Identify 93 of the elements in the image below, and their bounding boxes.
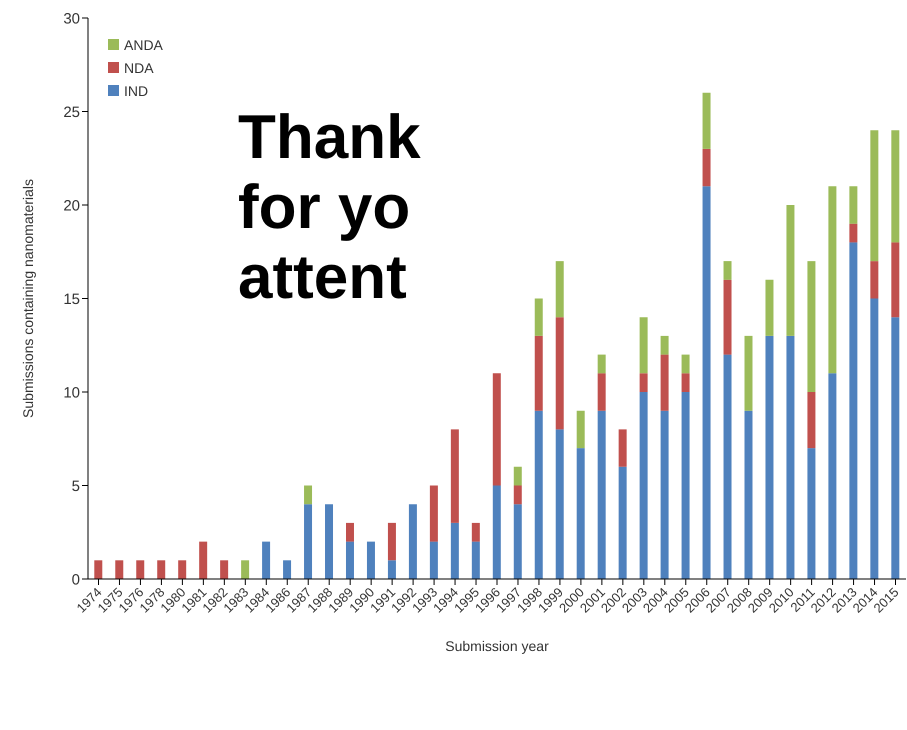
bar [744, 410, 752, 579]
bar [870, 130, 878, 262]
bar [724, 261, 732, 280]
bar [828, 186, 836, 374]
bar [283, 560, 292, 579]
bar [891, 317, 900, 579]
bar [660, 336, 669, 355]
bar [199, 542, 208, 579]
bar [576, 410, 585, 448]
bar [556, 317, 564, 430]
bar [408, 504, 417, 579]
y-tick-label: 5 [72, 478, 80, 495]
bar [304, 504, 312, 579]
bar [534, 298, 543, 336]
bar [682, 354, 690, 374]
bar [492, 373, 501, 486]
legend-label: ANDA [124, 36, 163, 52]
bar [94, 560, 102, 579]
bar [849, 224, 858, 242]
bar [660, 354, 669, 411]
bar [598, 410, 606, 579]
bar [828, 373, 836, 579]
bar [702, 148, 711, 186]
x-axis-title: Submission year [445, 638, 550, 654]
bar [640, 392, 648, 579]
bar [556, 261, 564, 318]
legend-label: NDA [124, 60, 154, 76]
bar [724, 354, 732, 579]
bar [388, 522, 396, 560]
y-axis-title: Submissions containing nanomaterials [20, 179, 36, 418]
bar [262, 542, 270, 579]
y-tick-label: 0 [72, 571, 80, 588]
bar [618, 466, 627, 579]
bar [849, 186, 858, 224]
y-tick-label: 15 [63, 290, 80, 308]
bar [514, 466, 522, 486]
bar [366, 542, 375, 579]
bar [786, 336, 794, 579]
bar [724, 280, 732, 355]
bar [157, 560, 166, 579]
bar [682, 392, 690, 579]
bar [136, 560, 144, 579]
bar [807, 392, 816, 448]
y-tick-label: 30 [63, 10, 80, 28]
bar [765, 336, 774, 579]
bar [430, 542, 438, 579]
bar [807, 448, 816, 579]
bar [472, 542, 480, 579]
bar [702, 186, 711, 579]
bar [556, 429, 564, 579]
bar [598, 354, 606, 374]
y-tick-label: 25 [63, 104, 80, 121]
bar [450, 522, 459, 579]
y-tick-label: 20 [63, 197, 80, 214]
legend-label: IND [124, 82, 148, 98]
y-tick-label: 10 [63, 384, 80, 402]
bar [115, 560, 124, 579]
bar [640, 373, 648, 392]
bar [598, 373, 606, 411]
bar [744, 336, 752, 411]
bar [807, 261, 816, 392]
bar [514, 504, 522, 579]
bar [660, 410, 669, 579]
bar [514, 486, 522, 504]
bar [534, 410, 543, 579]
bar [682, 373, 690, 392]
bar [472, 522, 480, 542]
bar [891, 242, 900, 318]
bar [786, 205, 794, 336]
bar [325, 504, 334, 579]
bar [346, 522, 354, 542]
annotation: Thank [238, 103, 422, 172]
bar [220, 560, 228, 579]
bar [870, 261, 878, 298]
bar [534, 336, 543, 411]
bar [870, 298, 878, 579]
annotation: for yo [238, 173, 410, 242]
bar [891, 130, 900, 242]
bar [388, 560, 396, 579]
bar [576, 448, 585, 579]
bar [450, 429, 459, 523]
bar [430, 486, 438, 542]
bar [849, 242, 858, 579]
bar [765, 280, 774, 336]
bar [178, 560, 186, 579]
bar [346, 542, 354, 579]
bar [241, 560, 250, 579]
annotation: attent [238, 243, 407, 312]
bar [618, 429, 627, 467]
bar [492, 486, 501, 579]
bar [702, 92, 711, 149]
bar [304, 486, 312, 504]
bar [640, 317, 648, 374]
